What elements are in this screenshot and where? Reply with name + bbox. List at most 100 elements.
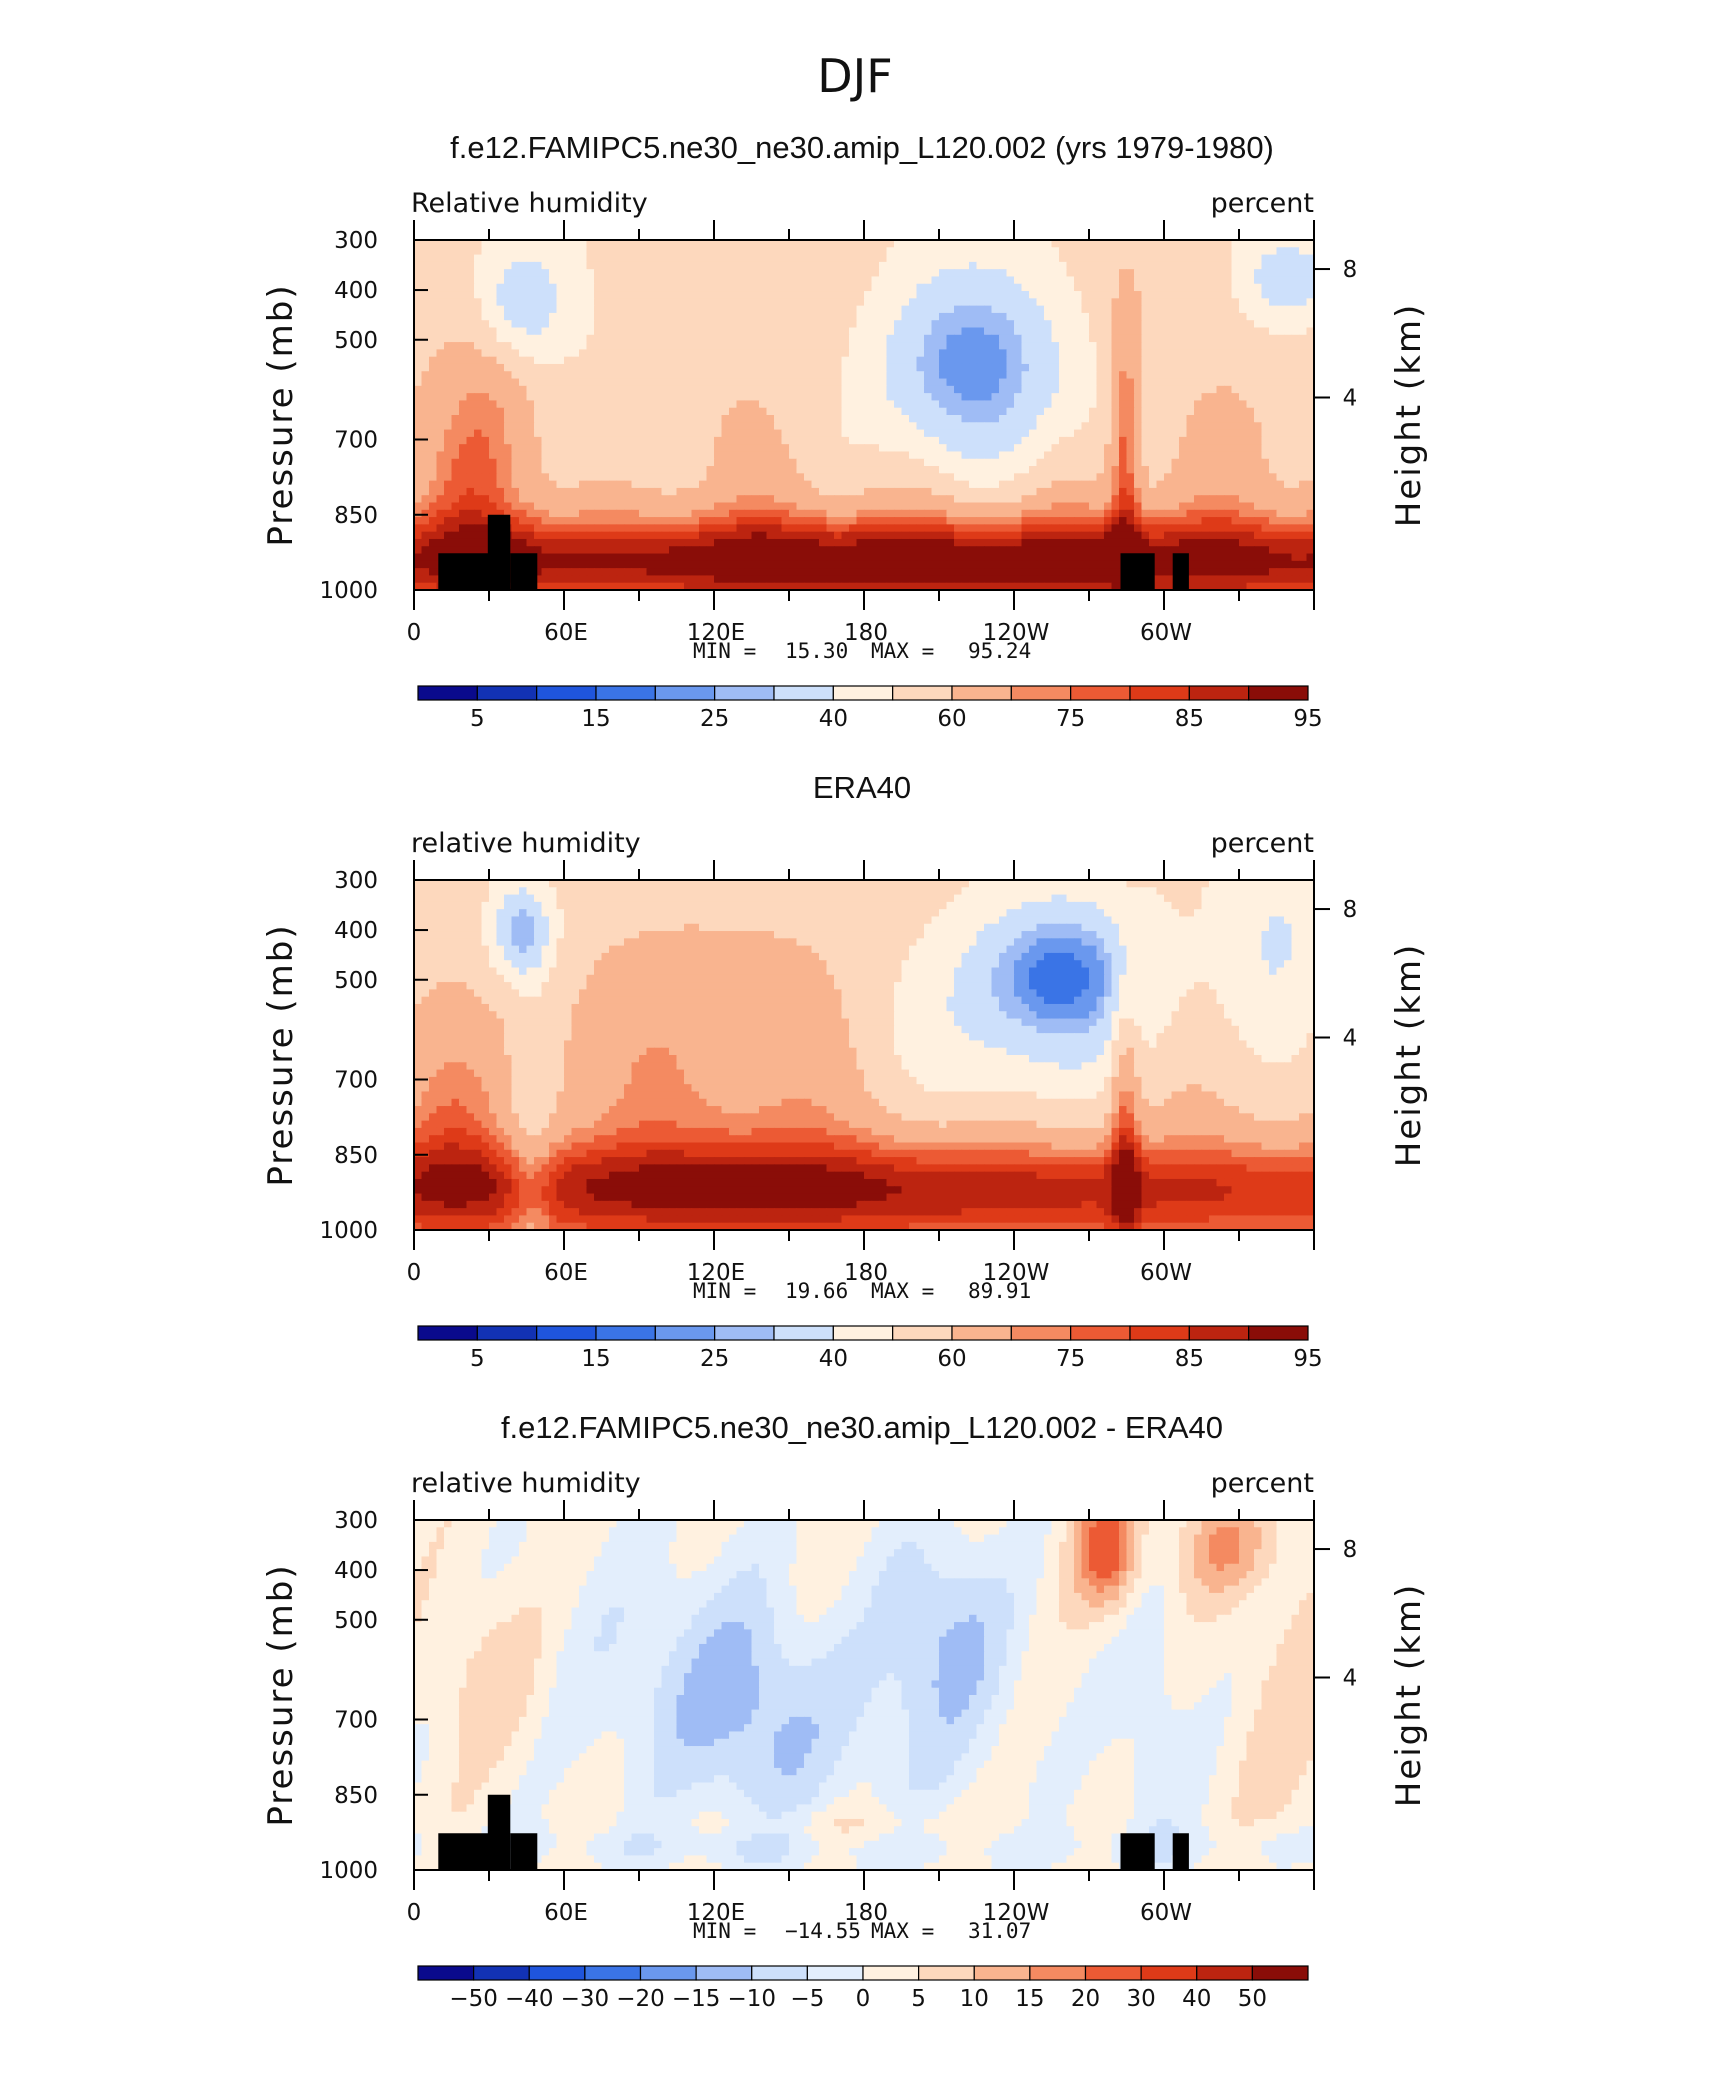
contour-cell <box>1081 393 1090 402</box>
contour-cell <box>886 524 895 533</box>
contour-cell <box>751 422 760 431</box>
contour-cell <box>976 466 985 474</box>
contour-cell <box>1194 444 1203 453</box>
contour-cell <box>654 327 663 336</box>
contour-cell <box>661 363 670 372</box>
contour-cell <box>729 444 738 453</box>
contour-cell <box>1029 415 1038 423</box>
contour-cell <box>489 363 498 372</box>
contour-cell <box>571 466 580 474</box>
contour-cell <box>1029 283 1038 292</box>
contour-cell <box>436 291 445 299</box>
contour-cell <box>1051 291 1060 299</box>
contour-cell <box>1224 342 1233 350</box>
contour-cell <box>1186 400 1195 409</box>
contour-cell <box>1089 349 1098 358</box>
contour-cell <box>504 487 513 496</box>
contour-cell <box>1291 312 1300 321</box>
contour-cell <box>1179 436 1188 445</box>
contour-cell <box>1231 473 1240 482</box>
contour-cell <box>459 400 468 409</box>
contour-cell <box>639 240 648 248</box>
contour-cell <box>586 269 595 278</box>
contour-cell <box>609 429 618 438</box>
contour-cell <box>429 385 438 394</box>
contour-cell <box>894 517 903 525</box>
contour-cell <box>451 538 460 547</box>
contour-cell <box>1111 400 1120 409</box>
contour-cell <box>511 349 520 358</box>
contour-cell <box>444 509 453 518</box>
contour-cell <box>676 495 685 504</box>
contour-cell <box>429 487 438 496</box>
contour-cell <box>466 371 475 380</box>
contour-cell <box>691 531 700 540</box>
contour-cell <box>1126 283 1135 292</box>
contour-cell <box>556 422 565 431</box>
contour-cell <box>849 524 858 533</box>
contour-cell <box>451 407 460 416</box>
contour-cell <box>1284 422 1293 431</box>
contour-cell <box>459 305 468 314</box>
contour-cell <box>1059 240 1068 248</box>
contour-cell <box>444 363 453 372</box>
contour-cell <box>526 327 535 336</box>
contour-cell <box>631 393 640 402</box>
contour-cell <box>1029 356 1038 365</box>
contour-cell <box>789 473 798 482</box>
contour-cell <box>1111 531 1120 540</box>
contour-cell <box>886 407 895 416</box>
contour-cell <box>834 356 843 365</box>
contour-cell <box>1081 349 1090 358</box>
contour-cell <box>1246 466 1255 474</box>
contour-cell <box>444 422 453 431</box>
contour-cell <box>976 261 985 270</box>
contour-cell <box>879 524 888 533</box>
contour-cell <box>1081 524 1090 533</box>
contour-cell <box>946 509 955 518</box>
contour-cell <box>886 538 895 547</box>
contour-cell <box>976 473 985 482</box>
contour-cell <box>834 378 843 387</box>
contour-cell <box>1171 415 1180 423</box>
contour-cell <box>699 429 708 438</box>
contour-cell <box>1306 342 1315 350</box>
contour-cell <box>1261 378 1270 387</box>
contour-cell <box>459 436 468 445</box>
contour-cell <box>849 378 858 387</box>
contour-cell <box>1104 400 1113 409</box>
contour-cell <box>789 502 798 511</box>
contour-cell <box>946 502 955 511</box>
contour-cell <box>601 473 610 482</box>
contour-cell <box>594 538 603 547</box>
contour-cell <box>954 349 963 358</box>
contour-cell <box>946 312 955 321</box>
contour-cell <box>564 466 573 474</box>
contour-cell <box>654 495 663 504</box>
contour-cell <box>841 349 850 358</box>
contour-cell <box>804 451 813 460</box>
contour-cell <box>571 378 580 387</box>
contour-cell <box>924 400 933 409</box>
contour-cell <box>556 407 565 416</box>
contour-cell <box>931 327 940 336</box>
contour-cell <box>774 473 783 482</box>
contour-cell <box>714 334 723 343</box>
contour-cell <box>646 458 655 467</box>
contour-cell <box>609 436 618 445</box>
contour-cell <box>729 276 738 285</box>
contour-cell <box>1156 451 1165 460</box>
contour-cell <box>444 247 453 256</box>
contour-cell <box>751 320 760 329</box>
contour-cell <box>931 480 940 489</box>
contour-cell <box>1164 312 1173 321</box>
contour-cell <box>901 502 910 511</box>
contour-cell <box>759 261 768 270</box>
contour-cell <box>1066 298 1075 307</box>
contour-cell <box>766 356 775 365</box>
contour-cell <box>849 312 858 321</box>
contour-cell <box>526 298 535 307</box>
contour-cell <box>811 436 820 445</box>
contour-cell <box>909 415 918 423</box>
contour-cell <box>901 407 910 416</box>
